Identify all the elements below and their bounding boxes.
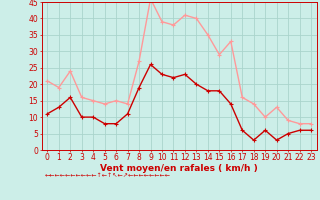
X-axis label: Vent moyen/en rafales ( km/h ): Vent moyen/en rafales ( km/h ) [100,164,258,173]
Text: ←←←←←←←←←←↑←↑↖←↗←←←←←←←←: ←←←←←←←←←←↑←↑↖←↗←←←←←←←← [44,173,170,178]
